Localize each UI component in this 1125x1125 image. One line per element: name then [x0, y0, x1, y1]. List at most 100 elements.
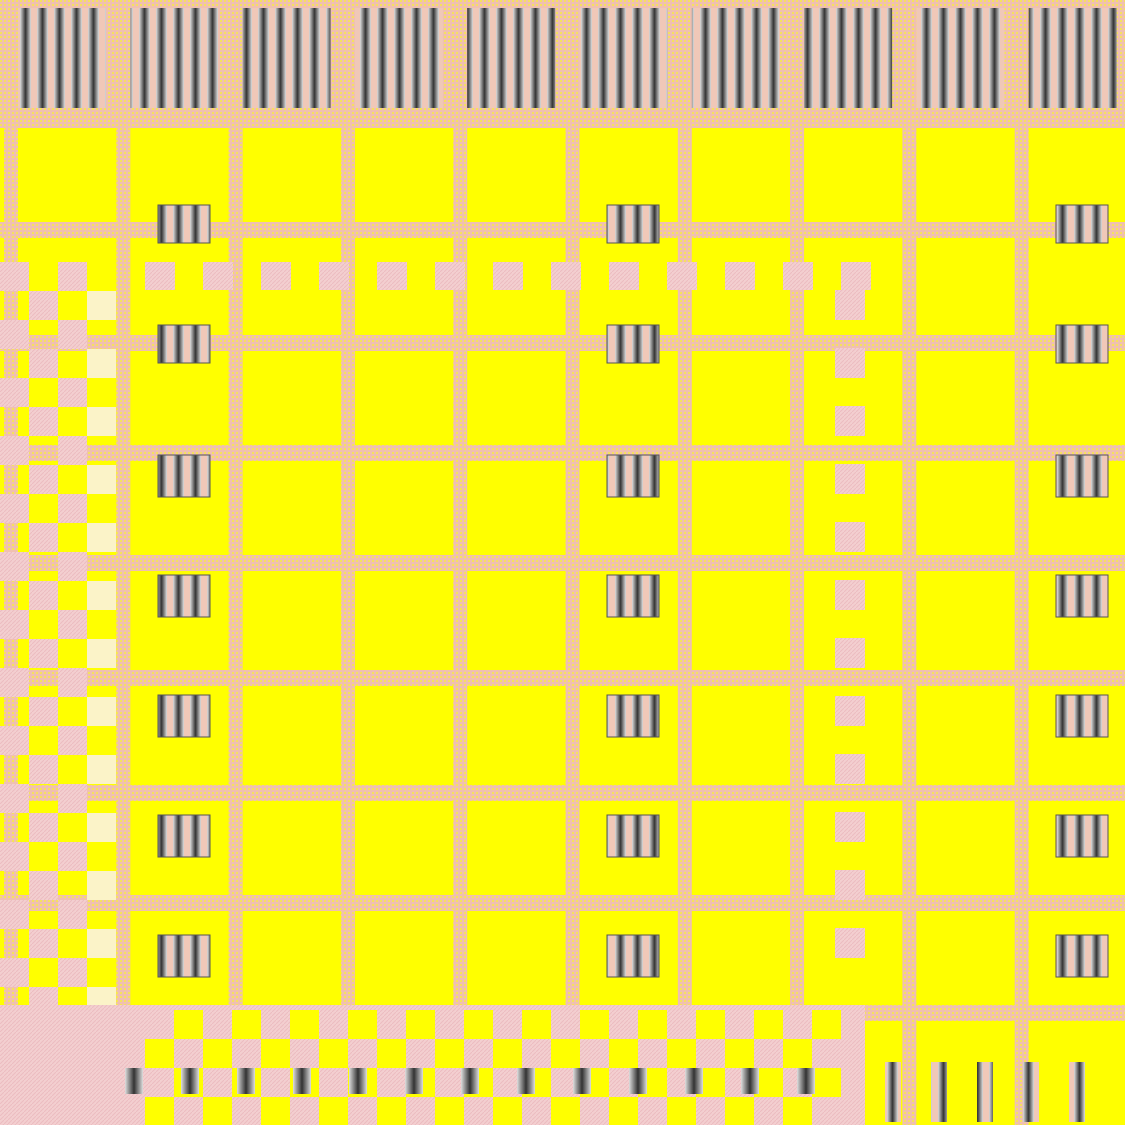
checker-cell — [58, 552, 87, 581]
icon — [1055, 454, 1109, 498]
grid-column — [340, 110, 355, 1125]
checker-cell — [203, 1039, 232, 1068]
bottom-mini-bar — [237, 1068, 255, 1094]
grid-column — [677, 110, 692, 1125]
bottom-mini-bar — [741, 1068, 759, 1094]
icon — [157, 934, 211, 978]
striped-block — [18, 8, 106, 108]
checker-cell — [261, 1097, 290, 1125]
checker-cell — [667, 1097, 696, 1125]
checker-cell — [29, 523, 58, 552]
bottom-mini-bar — [405, 1068, 423, 1094]
checker-cell — [667, 1039, 696, 1068]
checker-cell — [493, 1039, 522, 1068]
checker-cell — [0, 726, 29, 755]
bottom-mini-bar — [461, 1068, 479, 1094]
checker-cell — [58, 958, 87, 987]
icon — [606, 814, 660, 858]
checker-cell — [58, 436, 87, 465]
grid-column — [565, 110, 580, 1125]
grid-column — [790, 110, 805, 1125]
icon — [1055, 204, 1109, 244]
checker-cell — [783, 1039, 812, 1068]
bottom-mini-bar — [629, 1068, 647, 1094]
grid-row — [0, 112, 1125, 128]
checker-cell — [0, 610, 29, 639]
bottom-right-bar — [885, 1062, 901, 1122]
icon — [1055, 694, 1109, 738]
checker-cell — [58, 900, 87, 929]
checker-cell — [551, 1097, 580, 1125]
checker-cell — [812, 1068, 841, 1097]
pink-square — [609, 262, 639, 290]
icon — [1055, 324, 1109, 364]
pink-square — [835, 812, 865, 842]
grid-row — [0, 785, 1125, 801]
checker-cell — [29, 291, 58, 320]
pink-square — [493, 262, 523, 290]
grid-column — [902, 110, 917, 1125]
checker-cell — [580, 1010, 609, 1039]
striped-block — [916, 8, 1005, 108]
pink-square — [667, 262, 697, 290]
striped-block — [1028, 8, 1117, 108]
icon — [157, 454, 211, 498]
checker-cell — [522, 1010, 551, 1039]
checker-cell — [174, 1010, 203, 1039]
pink-square — [377, 262, 407, 290]
grid-row — [0, 670, 1125, 686]
grid-row — [0, 335, 1125, 351]
grid-row — [0, 895, 1125, 911]
icon — [606, 694, 660, 738]
checker-cell — [29, 813, 58, 842]
checker-cell — [609, 1097, 638, 1125]
checker-cell — [29, 929, 58, 958]
checker-cell — [87, 581, 116, 610]
checker-cell — [58, 726, 87, 755]
bottom-mini-bar — [181, 1068, 199, 1094]
pink-square — [551, 262, 581, 290]
grid-row — [0, 222, 1125, 238]
checker-cell — [0, 320, 29, 349]
grid-column — [228, 110, 243, 1125]
checker-cell — [58, 494, 87, 523]
bottom-mini-bar — [797, 1068, 815, 1094]
pink-square — [835, 928, 865, 958]
striped-block — [467, 8, 556, 108]
checker-cell — [435, 1039, 464, 1068]
striped-block — [579, 8, 668, 108]
striped-block — [691, 8, 780, 108]
bottom-right-bar — [931, 1062, 947, 1122]
checker-cell — [0, 900, 29, 929]
icon — [1055, 934, 1109, 978]
bottom-mini-bar — [349, 1068, 367, 1094]
checker-cell — [29, 465, 58, 494]
checker-cell — [58, 378, 87, 407]
checker-cell — [783, 1097, 812, 1125]
bottom-mini-bar — [685, 1068, 703, 1094]
checker-cell — [696, 1010, 725, 1039]
checker-cell — [348, 1010, 377, 1039]
icon — [606, 934, 660, 978]
checker-cell — [58, 262, 87, 291]
pink-square — [725, 262, 755, 290]
checker-cell — [87, 349, 116, 378]
grid-column — [453, 110, 468, 1125]
checker-cell — [58, 668, 87, 697]
icon — [157, 324, 211, 364]
checker-cell — [29, 349, 58, 378]
striped-block — [804, 8, 893, 108]
pink-square — [435, 262, 465, 290]
grid-row — [0, 555, 1125, 571]
checker-cell — [87, 697, 116, 726]
pink-square — [835, 696, 865, 726]
icon — [157, 574, 211, 618]
checker-cell — [29, 639, 58, 668]
bottom-mini-bar — [293, 1068, 311, 1094]
pink-square — [319, 262, 349, 290]
bottom-right-bar — [977, 1062, 993, 1122]
checker-cell — [29, 697, 58, 726]
icon — [606, 324, 660, 364]
